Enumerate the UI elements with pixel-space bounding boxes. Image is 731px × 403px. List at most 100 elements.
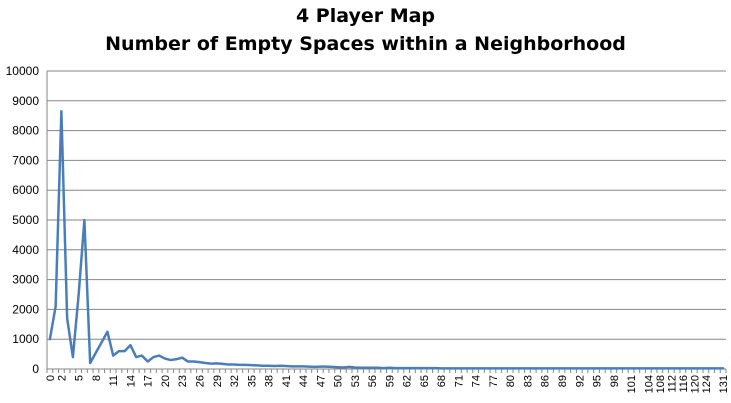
data-point — [515, 367, 517, 369]
data-point — [630, 367, 632, 369]
data-point — [693, 367, 695, 369]
x-tick-label: 89 — [557, 375, 569, 387]
data-point — [596, 367, 598, 369]
data-point — [434, 367, 436, 369]
x-tick-label: 35 — [246, 375, 258, 387]
data-point — [573, 367, 575, 369]
data-point — [216, 362, 218, 364]
x-tick-label: 5 — [74, 375, 86, 381]
data-point — [49, 338, 51, 340]
data-point — [636, 367, 638, 369]
data-point — [676, 367, 678, 369]
data-point — [296, 365, 298, 367]
x-tick-label: 53 — [350, 375, 362, 387]
x-tick-label: 83 — [522, 375, 534, 387]
data-point — [314, 366, 316, 368]
data-point — [141, 355, 143, 357]
x-tick-label: 59 — [384, 375, 396, 387]
data-point — [222, 363, 224, 365]
x-tick-label: 8 — [91, 375, 103, 381]
data-point — [118, 350, 120, 352]
data-point — [619, 367, 621, 369]
x-tick-label: 14 — [125, 375, 137, 387]
data-point — [555, 367, 557, 369]
y-tick-label: 7000 — [12, 153, 39, 167]
data-point — [331, 366, 333, 368]
x-tick-label: 62 — [402, 375, 414, 387]
data-point — [699, 367, 701, 369]
data-point — [308, 366, 310, 368]
data-point — [101, 341, 103, 343]
data-point — [383, 367, 385, 369]
chart-title: 4 Player Map — [295, 5, 436, 27]
data-point — [498, 367, 500, 369]
x-tick-label: 95 — [592, 375, 604, 387]
data-point — [135, 356, 137, 358]
data-point — [538, 367, 540, 369]
x-tick-label: 108 — [655, 375, 667, 393]
y-tick-label: 9000 — [12, 94, 39, 108]
x-tick-label: 71 — [453, 375, 465, 387]
data-point — [365, 367, 367, 369]
x-tick-label: 68 — [436, 375, 448, 387]
data-point — [337, 366, 339, 368]
data-point — [457, 367, 459, 369]
data-point — [624, 367, 626, 369]
data-point — [262, 365, 264, 367]
x-tick-label: 131 — [718, 375, 730, 393]
x-tick-label: 38 — [264, 375, 276, 387]
data-point — [285, 365, 287, 367]
data-point — [492, 367, 494, 369]
x-tick-label: 2 — [56, 375, 68, 381]
y-tick-label: 10000 — [6, 64, 40, 78]
data-point — [112, 355, 114, 357]
data-point — [124, 350, 126, 352]
data-point — [532, 367, 534, 369]
series-line — [48, 109, 725, 370]
data-point — [291, 365, 293, 367]
data-point — [406, 367, 408, 369]
data-point — [400, 367, 402, 369]
x-tick-label: 101 — [626, 375, 638, 393]
data-point — [239, 364, 241, 366]
data-point — [60, 110, 62, 112]
x-tick-label: 26 — [194, 375, 206, 387]
y-tick-label: 2000 — [12, 302, 39, 316]
data-point — [78, 294, 80, 296]
x-tick-label: 50 — [333, 375, 345, 387]
data-point — [578, 367, 580, 369]
data-point — [423, 367, 425, 369]
data-point — [250, 364, 252, 366]
x-tick-label: 92 — [574, 375, 586, 387]
data-point — [164, 358, 166, 360]
data-point — [688, 367, 690, 369]
data-point — [480, 367, 482, 369]
data-point — [354, 367, 356, 369]
y-tick-label: 0 — [32, 362, 39, 376]
data-point — [181, 357, 183, 359]
data-point — [198, 361, 200, 363]
data-point — [417, 367, 419, 369]
data-point — [549, 367, 551, 369]
data-point — [193, 361, 195, 363]
data-point — [486, 367, 488, 369]
data-point — [659, 367, 661, 369]
data-point — [245, 364, 247, 366]
data-point — [475, 367, 477, 369]
data-point — [670, 367, 672, 369]
data-point — [302, 365, 304, 367]
x-tick-label: 41 — [281, 375, 293, 387]
x-tick-label: 80 — [505, 375, 517, 387]
x-tick-label: 112 — [666, 375, 678, 393]
data-point — [319, 366, 321, 368]
data-point — [503, 367, 505, 369]
data-point — [227, 364, 229, 366]
x-tick-label: 86 — [540, 375, 552, 387]
data-point — [705, 367, 707, 369]
data-point — [722, 367, 724, 369]
data-point — [711, 367, 713, 369]
data-point — [89, 362, 91, 364]
data-point — [273, 365, 275, 367]
y-tick-label: 8000 — [12, 124, 39, 138]
data-point — [607, 367, 609, 369]
